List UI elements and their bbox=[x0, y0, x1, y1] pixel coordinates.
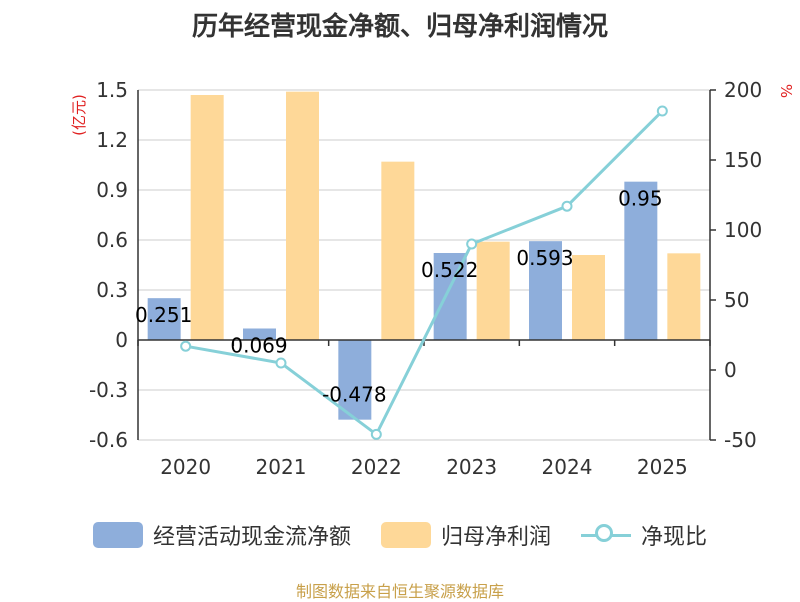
data-label-cashflow: 0.593 bbox=[516, 246, 573, 270]
bar-net-profit bbox=[190, 95, 224, 340]
y-left-tick-label: -0.6 bbox=[89, 428, 128, 452]
y-right-tick-label: 0 bbox=[724, 358, 737, 382]
data-label-cashflow: 0.069 bbox=[230, 334, 287, 358]
x-tick-label: 2021 bbox=[256, 455, 307, 479]
legend-label-net-profit: 归母净利润 bbox=[440, 525, 551, 550]
cash-ratio-point bbox=[561, 200, 573, 212]
y-left-tick-label: 0.6 bbox=[96, 228, 128, 252]
cash-ratio-point bbox=[275, 357, 287, 369]
y-left-tick-label: -0.3 bbox=[89, 378, 128, 402]
cash-ratio-point bbox=[656, 105, 668, 117]
legend-item-cashflow[interactable]: 经营活动现金流净额 bbox=[92, 519, 351, 551]
bar-cashflow bbox=[338, 340, 372, 420]
x-tick-label: 2025 bbox=[637, 455, 688, 479]
bar-cashflow bbox=[243, 328, 276, 340]
y-left-tick-label: 0 bbox=[115, 328, 128, 352]
legend-label-cash-ratio: 净现比 bbox=[641, 525, 708, 550]
ratio-line-series bbox=[180, 105, 668, 440]
y-right-tick-label: 100 bbox=[724, 218, 762, 242]
x-tick-label: 2022 bbox=[351, 455, 402, 479]
data-labels: 0.251 0.069 -0.478 0.522 0.593 0.95 bbox=[135, 187, 663, 407]
legend-swatch-cashflow bbox=[92, 522, 143, 548]
x-tick-label: 2024 bbox=[542, 455, 593, 479]
chart-title: 历年经营现金净额、归母净利润情况 bbox=[191, 12, 608, 42]
x-tick-label: 2023 bbox=[446, 455, 497, 479]
cash-ratio-point bbox=[466, 238, 478, 250]
bar-series bbox=[147, 91, 701, 420]
left-axis-unit: (亿元) bbox=[70, 94, 88, 136]
x-tick-label: 2020 bbox=[160, 455, 211, 479]
legend-swatch-cash-ratio bbox=[581, 522, 631, 548]
bar-cashflow bbox=[147, 298, 181, 340]
legend-label-cashflow: 经营活动现金流净额 bbox=[152, 525, 351, 550]
y-left-tick-label: 1.5 bbox=[96, 78, 128, 102]
right-axis-unit: % bbox=[777, 84, 795, 98]
cash-ratio-line bbox=[185, 109, 664, 437]
data-label-cashflow: -0.478 bbox=[322, 383, 386, 407]
bar-cashflow bbox=[529, 241, 562, 340]
bar-net-profit bbox=[286, 91, 319, 341]
y-left-tick-label: 0.9 bbox=[96, 178, 128, 202]
legend-item-net-profit[interactable]: 归母净利润 bbox=[380, 519, 551, 551]
y-right-tick-label: -50 bbox=[724, 428, 757, 452]
y-left-tick-label: 0.3 bbox=[96, 278, 128, 302]
legend: 经营活动现金流净额 归母净利润 净现比 bbox=[0, 515, 800, 555]
bar-net-profit bbox=[476, 241, 510, 340]
bar-cashflow bbox=[624, 181, 658, 340]
legend-swatch-net-profit bbox=[380, 522, 431, 548]
y-right-tick-label: 50 bbox=[724, 288, 749, 312]
data-label-cashflow: 0.522 bbox=[421, 258, 478, 282]
bar-net-profit bbox=[667, 253, 701, 340]
source-note: 制图数据来自恒生聚源数据库 bbox=[295, 582, 504, 601]
grid-lines bbox=[138, 89, 710, 441]
legend-item-cash-ratio[interactable]: 净现比 bbox=[581, 519, 707, 551]
y-left-tick-label: 1.2 bbox=[96, 128, 128, 152]
bar-net-profit bbox=[572, 255, 605, 340]
y-right-tick-label: 200 bbox=[724, 78, 762, 102]
y-right-tick-label: 150 bbox=[724, 148, 762, 172]
bar-net-profit bbox=[381, 161, 415, 340]
cash-ratio-point bbox=[370, 428, 382, 440]
cash-ratio-point bbox=[180, 340, 192, 352]
data-label-cashflow: 0.251 bbox=[135, 303, 192, 327]
data-label-cashflow: 0.95 bbox=[618, 187, 663, 211]
